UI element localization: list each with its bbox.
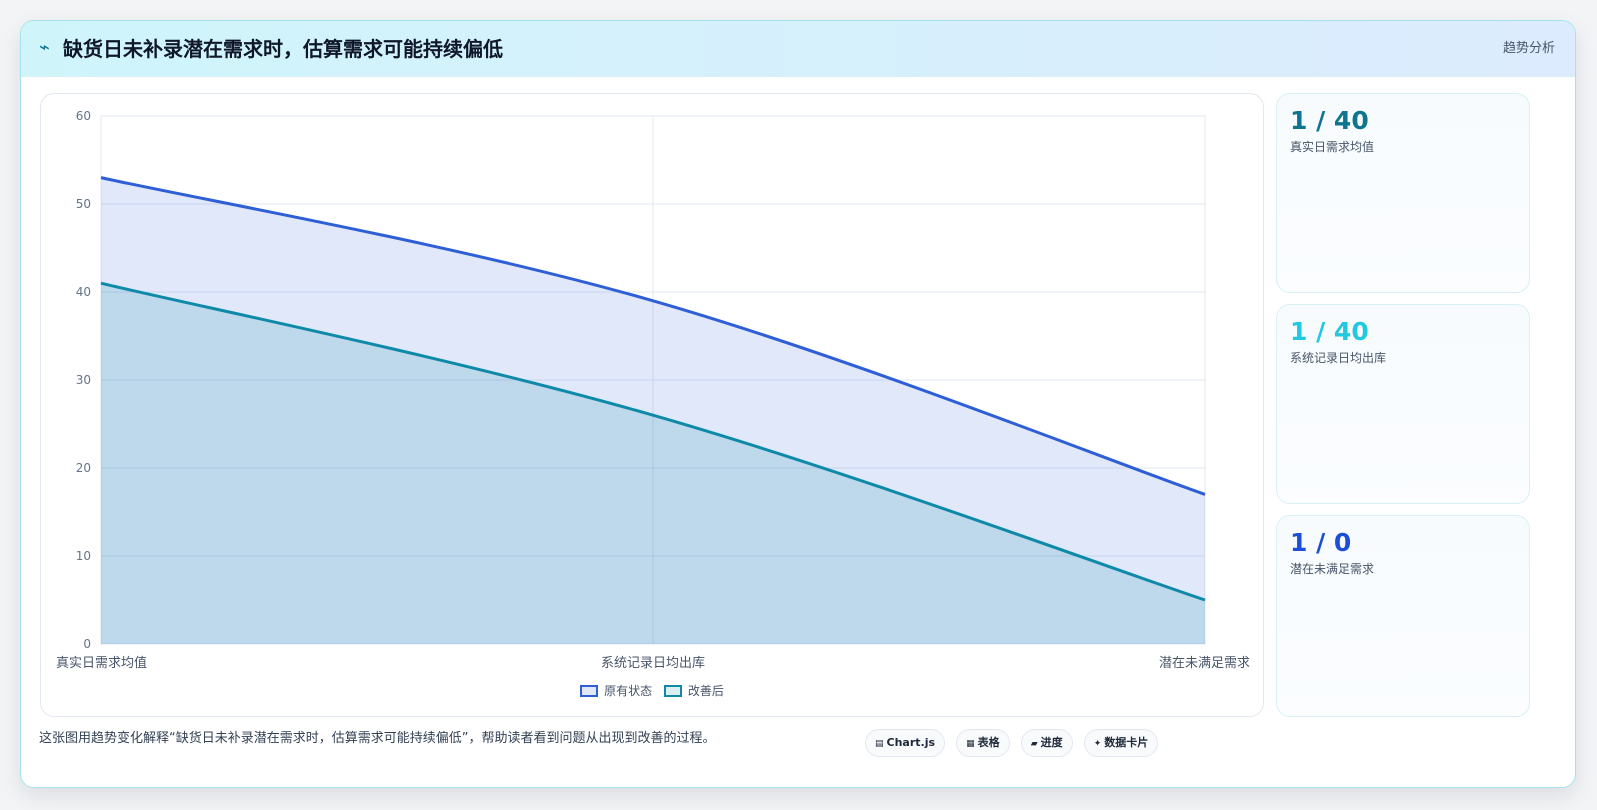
y-tick-label: 60 [76,109,91,123]
legend-swatch-1 [663,685,682,697]
feature-chips: ▤ Chart.js ▦ 表格 ▰ 进度 ✦ 数据卡片 [865,729,1164,757]
stat-label-2: 潜在未满足需求 [1290,562,1375,576]
chip-label-1: 表格 [977,736,1000,749]
chart-panel: 0 10 20 30 40 50 60 真实日需求均值 系统记录日均出库 潜在未满足需求 原有状态… [40,93,1264,717]
stat-value-0: 1 / 40 [1290,106,1369,135]
chip-label-3: 数据卡片 [1104,736,1149,749]
card-header: ⌁ 缺货日未补录潜在需求时，估算需求可能持续偏低 趋势分析 [21,21,1575,77]
series-line-1 [100,281,1206,602]
series-area-0 [101,177,1205,644]
chart-icon: ▤ [875,739,884,749]
stat-label-0: 真实日需求均值 [1290,140,1375,154]
chip-progress[interactable]: ▰ 进度 [1020,729,1073,757]
y-tick-label: 40 [76,285,91,299]
area-chart: 0 10 20 30 40 50 60 真实日需求均值 系统记录日均出库 潜在未满足需求 [56,109,1250,671]
series-line-0 [100,176,1206,496]
stat-card-1: 1 / 40 系统记录日均出库 [1276,304,1530,504]
chip-chartjs[interactable]: ▤ Chart.js [865,729,946,757]
legend-swatch-0 [580,685,599,697]
page-title: 缺货日未补录潜在需求时，估算需求可能持续偏低 [63,37,503,61]
sparkle-icon: ✦ [1093,739,1102,749]
y-tick-label: 20 [76,461,91,475]
header-tag: 趋势分析 [1502,41,1555,56]
stat-label-1: 系统记录日均出库 [1290,351,1387,365]
y-tick-label: 50 [76,197,91,211]
stat-card-2: 1 / 0 潜在未满足需求 [1276,515,1530,717]
x-tick-label: 真实日需求均值 [56,655,147,671]
chip-table[interactable]: ▦ 表格 [956,729,1010,757]
chart-legend: 原有状态 改善后 [41,682,1263,699]
legend-label-1: 改善后 [687,684,724,698]
y-tick-label: 0 [83,637,91,651]
chip-label-2: 进度 [1040,736,1063,749]
progress-icon: ▰ [1030,739,1038,749]
table-icon: ▦ [966,739,975,749]
stat-value-2: 1 / 0 [1290,528,1352,557]
y-tick-label: 30 [76,373,91,387]
stat-value-1: 1 / 40 [1290,317,1369,346]
main-card: ⌁ 缺货日未补录潜在需求时，估算需求可能持续偏低 趋势分析 0 10 20 30 40 5… [20,20,1576,788]
x-tick-label: 系统记录日均出库 [601,655,705,671]
series-area-1 [101,283,1205,644]
legend-item-1[interactable]: 改善后 [663,682,724,699]
x-tick-label: 潜在未满足需求 [1159,656,1250,671]
chart-description: 这张图用趋势变化解释“缺货日未补录潜在需求时，估算需求可能持续偏低”，帮助读者看… [39,731,716,746]
pulse-line-icon: ⌁ [39,37,50,58]
y-tick-label: 10 [76,549,91,563]
legend-label-0: 原有状态 [604,684,653,698]
chip-data-card[interactable]: ✦ 数据卡片 [1083,729,1159,757]
chip-label-0: Chart.js [886,736,936,749]
legend-item-0[interactable]: 原有状态 [580,682,652,699]
stat-card-0: 1 / 40 真实日需求均值 [1276,93,1530,293]
